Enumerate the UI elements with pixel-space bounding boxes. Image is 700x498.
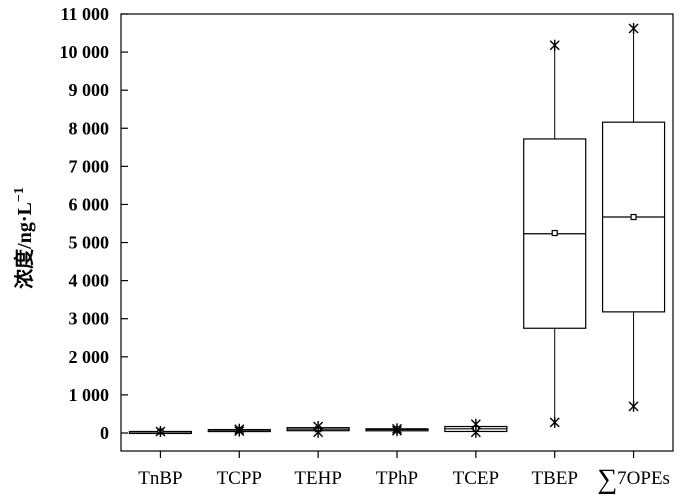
box-tbep: [523, 39, 587, 428]
x-tick-label: TEHP: [294, 468, 342, 489]
box-tcep: [444, 418, 508, 438]
extreme-marker: [470, 426, 481, 438]
x-tick-label: TPhP: [376, 468, 418, 489]
y-tick-label: 1 000: [69, 385, 110, 405]
plot-area-border: [120, 13, 674, 452]
y-axis-title-exponent: −1: [12, 187, 27, 202]
y-tick-label: 8 000: [69, 118, 110, 138]
y-tick-label: 7 000: [69, 156, 110, 176]
y-tick-label: 4 000: [69, 271, 110, 291]
y-tick-label: 9 000: [69, 80, 110, 100]
y-tick-label: 2 000: [69, 347, 110, 367]
y-tick-label: 5 000: [69, 233, 110, 253]
box-tnbp: [128, 425, 193, 437]
y-tick-label: 0: [100, 423, 109, 443]
x-tick-label: ∑7OPEs: [597, 464, 670, 495]
x-tick-label: TCPP: [217, 468, 262, 489]
y-tick-label: 10 000: [60, 42, 110, 62]
box-tphp: [365, 423, 429, 437]
y-tick-label: 11 000: [60, 4, 109, 24]
x-tick-label: TBEP: [531, 468, 577, 489]
extreme-marker: [155, 425, 166, 437]
extreme-marker: [392, 425, 402, 437]
extreme-marker: [234, 425, 245, 437]
y-tick-label: 3 000: [69, 309, 110, 329]
extreme-marker: [628, 22, 639, 34]
mean-marker: [551, 229, 558, 237]
extreme-marker: [313, 426, 324, 438]
y-axis-title: 浓度/ng·L−1: [12, 187, 36, 289]
y-tick-label: 6 000: [69, 194, 110, 214]
mean-marker: [630, 213, 637, 221]
box-7opes: [601, 22, 666, 412]
x-tick-label: TCEP: [453, 468, 499, 489]
y-axis-title-text: 浓度/ng·L: [12, 202, 36, 289]
box-tehp: [286, 421, 350, 438]
x-tick-label: TnBP: [138, 468, 182, 489]
extreme-marker: [628, 400, 639, 412]
box-tcpp: [207, 423, 271, 437]
y-axis: 0 1 000 2 000 3 000 4 000 5 000 6 000 7 000 8 00…: [60, 4, 128, 443]
extreme-marker: [549, 416, 560, 428]
plot-frame: [120, 13, 674, 452]
box-series: [128, 22, 666, 438]
extreme-marker: [549, 39, 560, 51]
x-axis: TnBP TCPP TEHP TPhP TCEP TBEP ∑7OPEs: [138, 451, 670, 495]
